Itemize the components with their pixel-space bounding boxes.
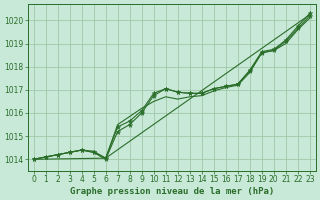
X-axis label: Graphe pression niveau de la mer (hPa): Graphe pression niveau de la mer (hPa)	[69, 187, 274, 196]
